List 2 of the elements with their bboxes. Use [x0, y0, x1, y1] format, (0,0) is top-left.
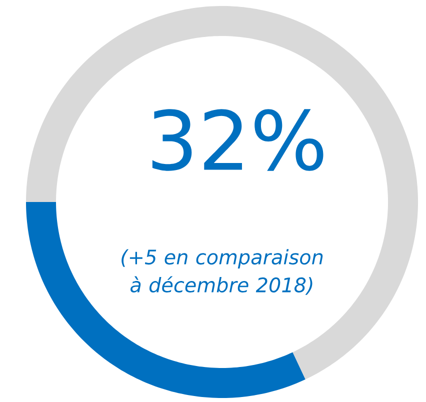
text: (+5 en comparaison à décembre 2018)	[122, 249, 323, 295]
text: 32%	[152, 109, 324, 171]
